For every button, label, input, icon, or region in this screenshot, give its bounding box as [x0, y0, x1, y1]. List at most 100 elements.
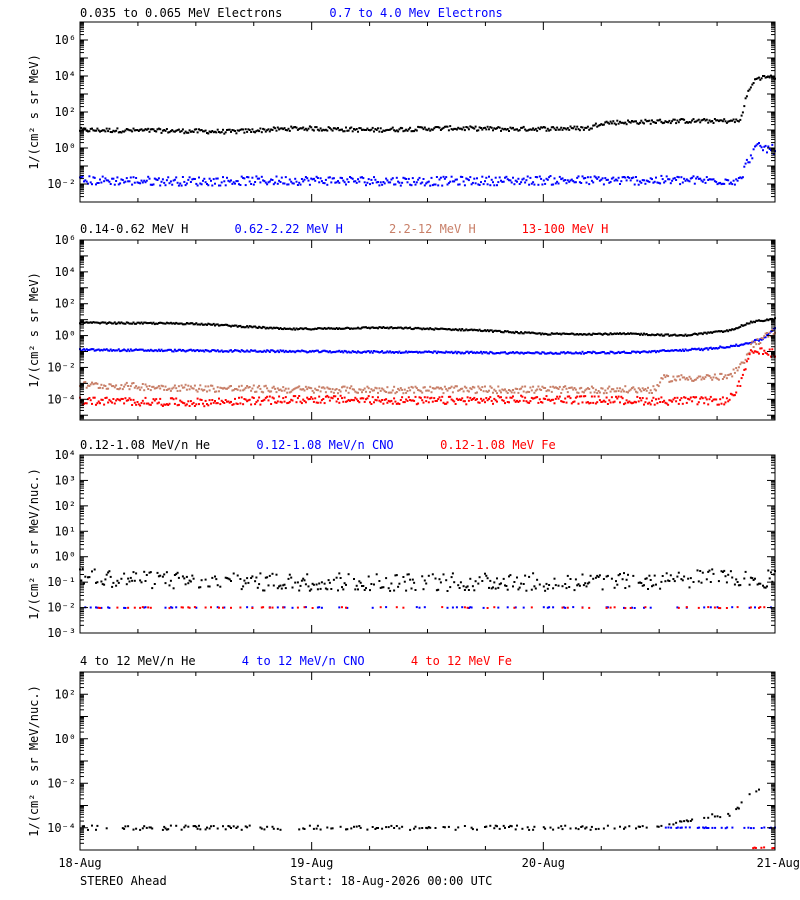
data-point — [240, 396, 243, 399]
data-point — [516, 388, 518, 390]
data-point — [581, 333, 584, 336]
data-point — [423, 396, 426, 399]
data-point — [473, 127, 476, 130]
data-point — [180, 184, 183, 187]
data-point — [159, 574, 162, 577]
data-point — [681, 118, 684, 121]
data-point — [758, 142, 760, 144]
data-point — [262, 589, 265, 592]
data-point — [568, 395, 571, 398]
data-point — [766, 76, 768, 79]
data-point — [271, 179, 274, 181]
data-point — [749, 576, 752, 579]
data-point — [172, 398, 175, 401]
data-point — [759, 78, 762, 81]
data-point — [728, 398, 731, 401]
y-tick-label: 10⁻⁴ — [47, 821, 76, 835]
data-point — [590, 179, 593, 182]
data-point — [223, 350, 226, 353]
data-point — [606, 574, 609, 577]
data-point — [262, 350, 265, 353]
data-point — [667, 349, 670, 352]
data-point — [104, 130, 107, 133]
data-point — [355, 181, 358, 184]
data-point — [647, 351, 649, 354]
data-point — [633, 332, 636, 335]
data-point — [227, 350, 230, 353]
data-point — [525, 179, 528, 182]
data-point — [700, 332, 703, 335]
data-point — [112, 322, 115, 325]
data-point — [492, 352, 494, 355]
data-point — [546, 127, 549, 130]
data-point — [476, 177, 478, 180]
data-point — [100, 181, 103, 184]
data-point — [235, 132, 238, 135]
data-point — [93, 321, 96, 324]
data-point — [326, 826, 329, 829]
data-point — [345, 583, 347, 586]
data-point — [343, 130, 346, 133]
data-point — [303, 327, 306, 330]
data-point — [248, 824, 251, 827]
data-point — [430, 351, 433, 354]
data-point — [695, 120, 698, 123]
data-point — [689, 121, 692, 124]
data-point — [172, 322, 175, 325]
data-point — [669, 122, 672, 125]
data-point — [302, 577, 305, 580]
data-point — [155, 322, 158, 325]
data-point — [486, 607, 489, 609]
data-point — [675, 827, 678, 829]
data-point — [283, 389, 286, 392]
data-point — [434, 350, 437, 353]
data-point — [393, 589, 396, 592]
data-point — [623, 403, 625, 406]
data-point — [459, 127, 462, 130]
data-point — [497, 352, 500, 354]
data-point — [564, 397, 567, 400]
legend-entry: 0.62-2.22 MeV H — [235, 222, 343, 236]
data-point — [608, 181, 611, 184]
data-point — [164, 403, 167, 406]
data-point — [443, 385, 446, 388]
data-point — [189, 400, 192, 403]
data-point — [371, 396, 374, 399]
data-point — [506, 128, 509, 130]
data-point — [542, 585, 545, 588]
data-point — [683, 350, 686, 352]
data-point — [252, 130, 255, 133]
data-point — [581, 350, 584, 353]
data-point — [137, 403, 140, 406]
data-point — [379, 181, 382, 184]
data-point — [222, 825, 224, 828]
data-point — [585, 388, 588, 391]
data-point — [623, 176, 625, 178]
data-point — [258, 396, 261, 399]
data-point — [596, 392, 599, 394]
data-point — [545, 333, 548, 335]
data-point — [151, 401, 154, 404]
data-point — [296, 386, 299, 389]
data-point — [668, 580, 671, 582]
data-point — [709, 120, 712, 123]
data-point — [458, 183, 461, 186]
data-point — [461, 328, 464, 330]
legend-entry: 0.035 to 0.065 MeV Electrons — [80, 6, 282, 20]
data-point — [192, 387, 195, 390]
data-point — [243, 326, 246, 329]
data-point — [371, 606, 374, 609]
data-point — [653, 403, 656, 406]
data-point — [207, 349, 210, 352]
data-point — [471, 181, 474, 184]
data-point — [120, 397, 123, 400]
data-point — [624, 121, 627, 124]
data-point — [703, 402, 706, 405]
data-point — [85, 321, 88, 324]
data-point — [537, 332, 540, 335]
data-point — [343, 181, 346, 184]
data-point — [320, 129, 323, 132]
series-1 — [81, 788, 775, 831]
data-point — [284, 129, 287, 131]
data-point — [204, 323, 207, 326]
